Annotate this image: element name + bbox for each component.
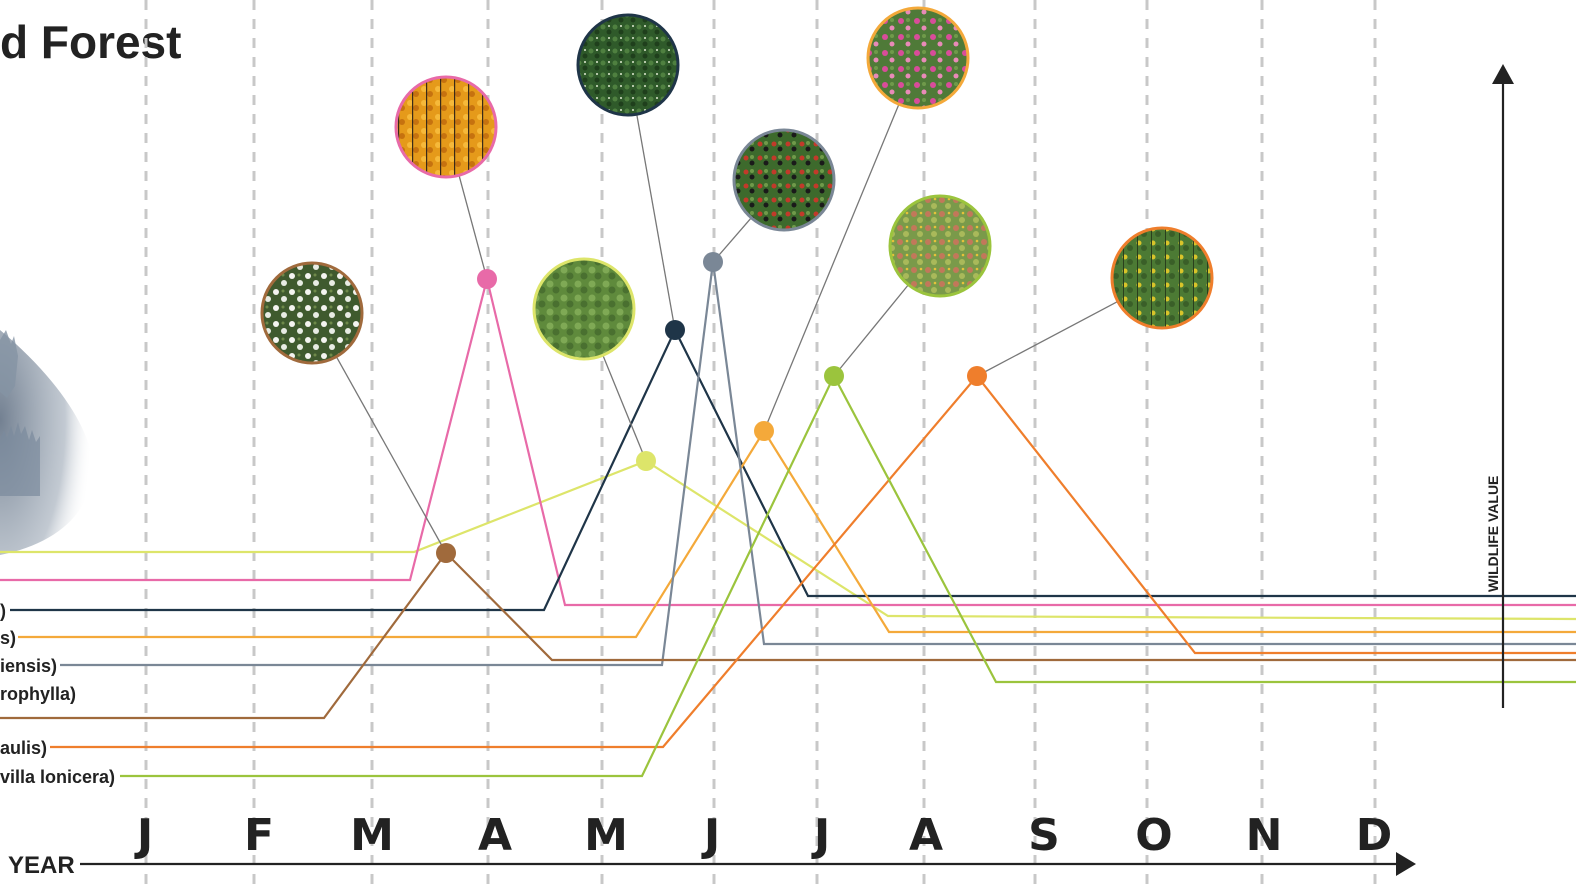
species-photo-image [868, 8, 968, 108]
x-axis-label: YEAR [8, 852, 75, 879]
leader-line [976, 300, 1119, 377]
berries-photo [732, 128, 836, 232]
species-photo-image [396, 77, 496, 177]
series-label: aulis) [0, 738, 47, 758]
landscape-illustration [0, 330, 94, 555]
species-photo-image [890, 196, 990, 296]
peak-marker [665, 320, 685, 340]
series-label: s) [0, 628, 16, 648]
series-label: ) [0, 601, 6, 621]
series-label: rophylla) [0, 684, 76, 704]
white-flowers-photo [260, 261, 364, 365]
month-label: J [701, 810, 720, 861]
month-label: F [244, 810, 274, 861]
series-line [10, 327, 1576, 612]
leader-line [602, 355, 647, 462]
species-photo-ring [576, 13, 680, 117]
red-green-shrub-photo [888, 194, 992, 298]
x-axis-arrowhead [1396, 852, 1416, 876]
month-label: J [811, 810, 830, 861]
month-label: S [1028, 810, 1060, 861]
series-labels: ) s) iensis) rophylla) aulis) villa lonicera) [0, 601, 115, 787]
series-label: iensis) [0, 656, 57, 676]
x-axis: YEAR [8, 852, 1416, 879]
month-gridlines [144, 0, 1377, 886]
month-label: A [909, 810, 943, 861]
peak-marker [703, 252, 723, 272]
peak-marker [436, 543, 456, 563]
species-photo-image [578, 15, 678, 115]
month-label: A [478, 810, 512, 861]
species-photo-ring [260, 261, 364, 365]
species-photo-image [1112, 228, 1212, 328]
series-lines [0, 261, 1576, 778]
month-label: O [1135, 810, 1172, 861]
dark-green-shrub-photo [576, 13, 680, 117]
species-photo-ring [532, 257, 636, 361]
peak-marker [754, 421, 774, 441]
leader-lines [335, 103, 1119, 554]
peak-marker [477, 269, 497, 289]
species-photo-image [734, 130, 834, 230]
month-label: D [1356, 810, 1393, 861]
y-axis: WILDLIFE VALUE [1485, 64, 1514, 708]
leader-line [636, 114, 676, 331]
species-photo-ring [394, 75, 498, 179]
pink-flowers-photo [866, 6, 970, 110]
series-line [0, 551, 1576, 720]
month-label: M [350, 810, 394, 861]
y-axis-arrowhead [1492, 64, 1514, 84]
species-photos [260, 6, 1214, 365]
y-axis-label: WILDLIFE VALUE [1485, 476, 1501, 592]
species-photo-ring [1110, 226, 1214, 330]
peak-marker [636, 451, 656, 471]
peak-markers [436, 252, 987, 563]
peak-marker [967, 366, 987, 386]
leader-line [458, 175, 488, 280]
species-photo-ring [888, 194, 992, 298]
species-photo-image [534, 259, 634, 359]
leader-line [833, 284, 909, 377]
leader-line [335, 356, 447, 554]
peak-marker [824, 366, 844, 386]
orange-autumn-tree-photo [394, 75, 498, 179]
series-line [120, 373, 1576, 778]
series-line [50, 374, 1576, 749]
page-title: d Forest [0, 16, 181, 68]
series-label: villa lonicera) [0, 767, 115, 787]
month-label: N [1246, 810, 1283, 861]
green-tree-photo [532, 257, 636, 361]
month-label: M [584, 810, 628, 861]
species-photo-ring [732, 128, 836, 232]
species-photo-ring [866, 6, 970, 110]
month-label: J [134, 810, 153, 861]
leader-line [763, 103, 900, 432]
species-photo-image [262, 263, 362, 363]
yellow-flower-spike-photo [1110, 226, 1214, 330]
